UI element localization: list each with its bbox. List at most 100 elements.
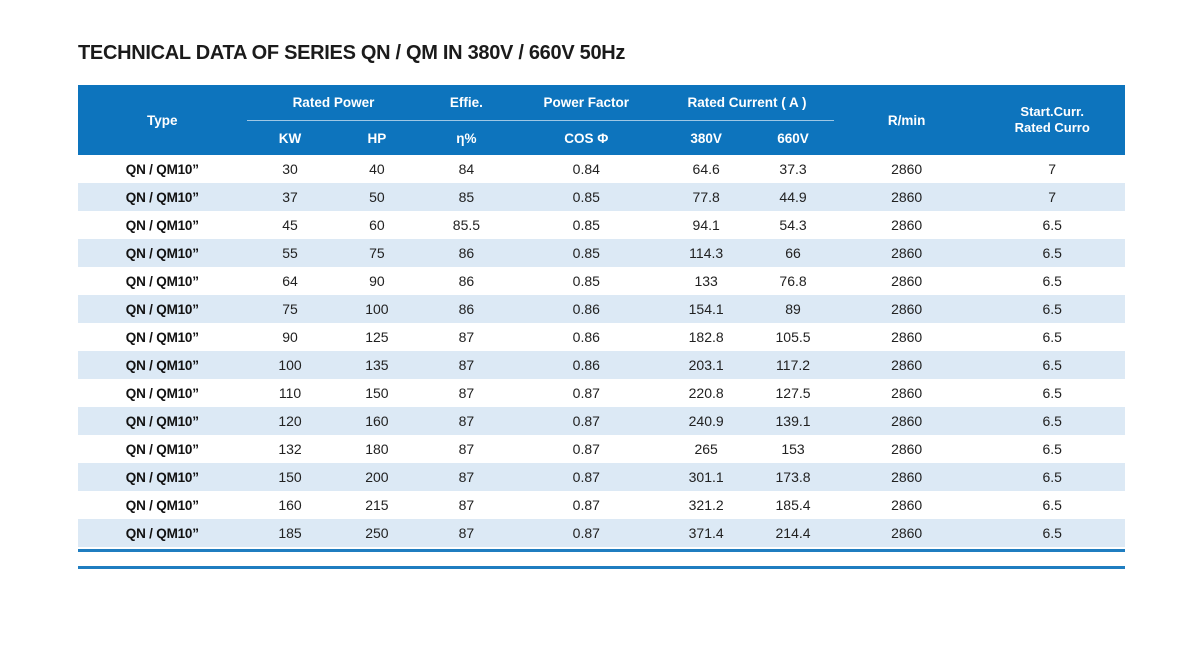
cell-a660: 117.2 xyxy=(776,357,811,373)
cell-type: QN / QM10” xyxy=(125,525,199,541)
cell-eta: 86 xyxy=(458,245,475,261)
cell-type: QN / QM10” xyxy=(125,301,199,317)
cell-cos: 0.84 xyxy=(572,161,600,177)
cell-hp: 180 xyxy=(365,441,389,457)
cell-type: QN / QM10” xyxy=(125,273,199,289)
cell-kw: 30 xyxy=(282,161,298,177)
cell-eta: 87 xyxy=(458,413,475,429)
cell-a380: 240.9 xyxy=(688,413,724,429)
cell-a380: 114.3 xyxy=(689,245,724,261)
cell-rpm: 2860 xyxy=(891,273,923,289)
header-660v: 660V xyxy=(752,121,834,155)
cell-hp: 60 xyxy=(369,217,385,233)
cell-a660: 37.3 xyxy=(779,161,807,177)
cell-start: 7 xyxy=(1048,189,1057,205)
cell-a380: 265 xyxy=(694,441,718,457)
cell-start: 6.5 xyxy=(1042,217,1062,233)
cell-cos: 0.87 xyxy=(572,413,600,429)
cell-a660: 66 xyxy=(785,245,801,261)
cell-kw: 45 xyxy=(282,217,298,233)
table-row: QN / QM10” 132 180 87 0.87 265 153 2860 6.5 xyxy=(78,435,1125,463)
cell-rpm: 2860 xyxy=(891,441,923,457)
cell-a660: 127.5 xyxy=(775,385,811,401)
cell-a380: 203.1 xyxy=(688,357,724,373)
cell-start: 6.5 xyxy=(1042,273,1062,289)
cell-hp: 50 xyxy=(369,189,385,205)
cell-kw: 150 xyxy=(278,469,302,485)
cell-cos: 0.86 xyxy=(572,357,600,373)
cell-kw: 132 xyxy=(278,441,302,457)
cell-a380: 301.1 xyxy=(688,469,724,485)
cell-a660: 173.8 xyxy=(775,469,811,485)
cell-eta: 85.5 xyxy=(452,217,481,233)
cell-type: QN / QM10” xyxy=(125,469,199,485)
cell-rpm: 2860 xyxy=(891,217,923,233)
cell-type: QN / QM10” xyxy=(125,245,199,261)
header-effie: Effie. xyxy=(420,85,513,121)
cell-start: 6.5 xyxy=(1042,357,1062,373)
header-hp: HP xyxy=(333,121,421,155)
cell-a660: 89 xyxy=(785,301,801,317)
cell-hp: 160 xyxy=(365,413,389,429)
cell-a380: 77.8 xyxy=(692,189,720,205)
cell-hp: 40 xyxy=(369,161,385,177)
cell-kw: 64 xyxy=(282,273,298,289)
cell-kw: 110 xyxy=(278,385,302,401)
cell-cos: 0.87 xyxy=(572,469,600,485)
cell-cos: 0.85 xyxy=(572,273,600,289)
cell-eta: 87 xyxy=(458,497,475,513)
table-row: QN / QM10” 150 200 87 0.87 301.1 173.8 2860 6.5 xyxy=(78,463,1125,491)
cell-a660: 153 xyxy=(781,441,805,457)
cell-rpm: 2860 xyxy=(891,189,923,205)
cell-cos: 0.87 xyxy=(572,497,600,513)
table-row: QN / QM10” 64 90 86 0.85 133 76.8 2860 6.5 xyxy=(78,267,1125,295)
cell-kw: 75 xyxy=(282,301,298,317)
table-header: Type Rated Power Effie. Power Factor Rat… xyxy=(78,85,1125,155)
cell-a660: 214.4 xyxy=(775,525,811,541)
cell-cos: 0.85 xyxy=(572,245,600,261)
cell-eta: 87 xyxy=(458,441,475,457)
cell-kw: 90 xyxy=(282,329,298,345)
header-type: Type xyxy=(78,85,247,155)
cell-type: QN / QM10” xyxy=(125,497,199,513)
header-start-curr-line2: Rated Curro xyxy=(1014,120,1090,135)
cell-rpm: 2860 xyxy=(891,525,923,541)
table-row: QN / QM10” 110 150 87 0.87 220.8 127.5 2860 6.5 xyxy=(78,379,1125,407)
page-title: TECHNICAL DATA OF SERIES QN / QM IN 380V… xyxy=(78,42,626,64)
cell-a380: 133 xyxy=(694,273,718,289)
cell-rpm: 2860 xyxy=(891,469,923,485)
cell-cos: 0.85 xyxy=(572,217,600,233)
cell-rpm: 2860 xyxy=(891,413,923,429)
cell-start: 6.5 xyxy=(1042,245,1062,261)
cell-kw: 185 xyxy=(278,525,302,541)
table-row: QN / QM10” 100 135 87 0.86 203.1 117.2 2860 6.5 xyxy=(78,351,1125,379)
cell-a380: 154.1 xyxy=(688,301,724,317)
header-380v: 380V xyxy=(660,121,753,155)
cell-a660: 44.9 xyxy=(779,189,807,205)
cell-start: 6.5 xyxy=(1042,301,1062,317)
technical-data-table: Type Rated Power Effie. Power Factor Rat… xyxy=(78,85,1125,547)
cell-hp: 135 xyxy=(365,357,389,373)
cell-eta: 87 xyxy=(458,357,475,373)
cell-eta: 87 xyxy=(458,329,475,345)
cell-a380: 64.6 xyxy=(692,161,720,177)
cell-type: QN / QM10” xyxy=(125,329,199,345)
cell-rpm: 2860 xyxy=(891,385,923,401)
header-group-row: Type Rated Power Effie. Power Factor Rat… xyxy=(78,85,1125,155)
header-sub-row: KW HP η% COS Φ 380V 660V xyxy=(78,121,1125,155)
table-row: QN / QM10” 120 160 87 0.87 240.9 139.1 2860 6.5 xyxy=(78,407,1125,435)
cell-a380: 321.2 xyxy=(688,497,724,513)
cell-type: QN / QM10” xyxy=(125,217,199,233)
cell-cos: 0.86 xyxy=(572,329,600,345)
cell-type: QN / QM10” xyxy=(125,189,199,205)
cell-start: 7 xyxy=(1048,161,1057,177)
cell-eta: 86 xyxy=(458,273,475,289)
cell-eta: 85 xyxy=(458,189,475,205)
cell-hp: 215 xyxy=(365,497,389,513)
cell-hp: 200 xyxy=(365,469,389,485)
cell-hp: 125 xyxy=(365,329,389,345)
header-rated-power: Rated Power xyxy=(246,85,421,121)
cell-a660: 105.5 xyxy=(775,329,811,345)
table-row: QN / QM10” 75 100 86 0.86 154.1 89 2860 6.5 xyxy=(78,295,1125,323)
